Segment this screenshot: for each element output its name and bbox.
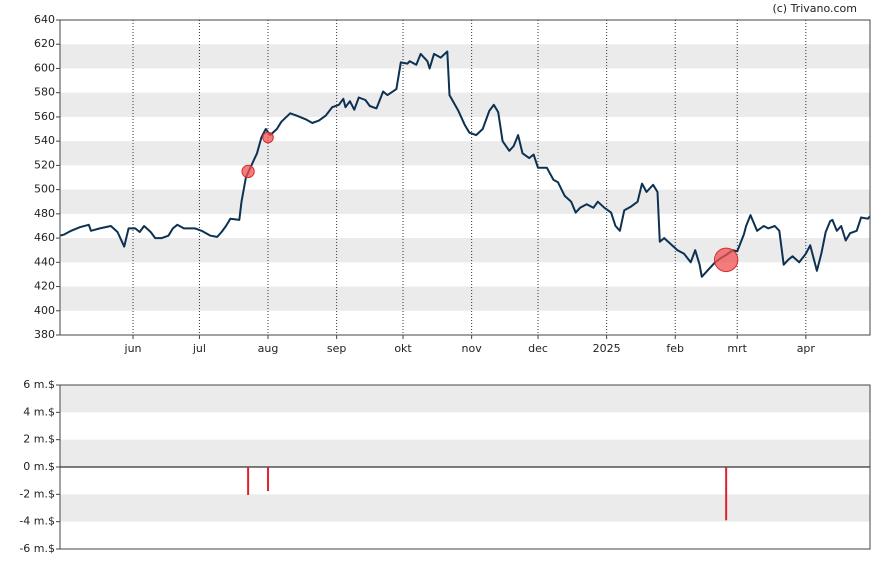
x-tick-label: jul xyxy=(192,342,206,355)
y-tick-label: 420 xyxy=(34,280,55,293)
y-tick-label: 580 xyxy=(34,86,55,99)
grid-band xyxy=(60,439,870,467)
x-tick-label: 2025 xyxy=(593,342,621,355)
y-tick-label: -4 m.$ xyxy=(19,515,55,528)
y-tick-label: 2 m.$ xyxy=(23,433,55,446)
y-tick-label: 480 xyxy=(34,207,55,220)
grid-band xyxy=(60,44,870,69)
x-tick-label: nov xyxy=(462,342,483,355)
y-tick-label: 6 m.$ xyxy=(23,378,55,391)
y-tick-label: 560 xyxy=(34,110,55,123)
grid-band xyxy=(60,92,870,117)
y-tick-label: -2 m.$ xyxy=(19,487,55,500)
x-tick-label: okt xyxy=(394,342,412,355)
grid-band xyxy=(60,494,870,522)
y-tick-label: 500 xyxy=(34,183,55,196)
x-tick-label: dec xyxy=(528,342,548,355)
x-tick-label: apr xyxy=(797,342,816,355)
trade-marker xyxy=(262,131,274,144)
x-tick-label: aug xyxy=(258,342,279,355)
y-tick-label: -6 m.$ xyxy=(19,542,55,555)
y-tick-label: 400 xyxy=(34,304,55,317)
x-tick-label: jun xyxy=(124,342,142,355)
grid-band xyxy=(60,238,870,263)
grid-band xyxy=(60,141,870,166)
y-tick-label: 600 xyxy=(34,61,55,74)
y-tick-label: 520 xyxy=(34,158,55,171)
plot-frame xyxy=(59,384,871,550)
credit: (c) Trivano.com xyxy=(772,2,857,15)
y-tick-label: 440 xyxy=(34,255,55,268)
y-tick-label: 380 xyxy=(34,328,55,341)
trade-marker xyxy=(241,164,255,179)
price-line xyxy=(59,50,871,278)
y-tick-label: 540 xyxy=(34,134,55,147)
grid-band xyxy=(60,385,870,413)
y-tick-label: 4 m.$ xyxy=(23,405,55,418)
x-tick-label: sep xyxy=(327,342,346,355)
x-tick-label: mrt xyxy=(727,342,747,355)
y-tick-label: 460 xyxy=(34,231,55,244)
y-tick-label: 640 xyxy=(34,13,55,26)
plot-frame xyxy=(59,19,871,336)
x-tick-label: feb xyxy=(666,342,684,355)
grid-band xyxy=(60,189,870,214)
y-tick-label: 620 xyxy=(34,37,55,50)
grid-band xyxy=(60,286,870,311)
trade-marker xyxy=(713,247,739,273)
y-tick-label: 0 m.$ xyxy=(23,460,55,473)
